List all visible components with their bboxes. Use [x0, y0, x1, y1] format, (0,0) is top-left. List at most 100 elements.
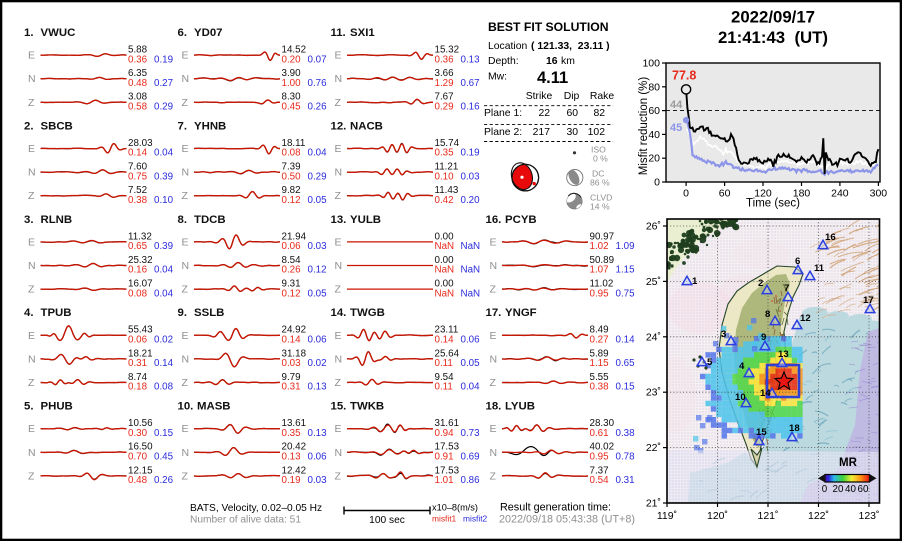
svg-text:Number of alive data: 51: Number of alive data: 51 [190, 515, 301, 526]
svg-text:0.15: 0.15 [616, 382, 636, 393]
svg-text:20: 20 [833, 484, 844, 495]
svg-text:9: 9 [761, 332, 766, 343]
svg-text:45: 45 [670, 122, 682, 134]
svg-text:SSLB: SSLB [194, 307, 224, 319]
svg-text:LYUB: LYUB [505, 401, 535, 413]
svg-text:21˚: 21˚ [646, 498, 661, 510]
svg-text:RLNB: RLNB [41, 214, 73, 226]
svg-text:0.19: 0.19 [461, 148, 480, 159]
svg-text:Z: Z [335, 97, 342, 109]
svg-text:N: N [490, 260, 498, 272]
svg-text:0.45: 0.45 [282, 102, 302, 113]
svg-text:119˚: 119˚ [657, 510, 677, 522]
svg-text:7.39: 7.39 [282, 162, 301, 173]
svg-text:NaN: NaN [435, 241, 455, 252]
svg-text:2: 2 [758, 278, 763, 289]
svg-text:6.: 6. [178, 27, 188, 39]
svg-text:17.53: 17.53 [435, 465, 460, 476]
svg-text:80: 80 [648, 81, 660, 93]
svg-text:5.55: 5.55 [590, 372, 610, 383]
svg-text:SBCB: SBCB [41, 120, 73, 132]
svg-text:0.03: 0.03 [282, 358, 302, 369]
svg-text:11.43: 11.43 [435, 185, 459, 196]
svg-text:3.90: 3.90 [282, 68, 302, 79]
svg-text:N: N [335, 73, 343, 85]
svg-text:14.: 14. [331, 307, 347, 319]
svg-text:0.39: 0.39 [154, 171, 173, 182]
svg-text:N: N [28, 353, 36, 365]
svg-text:N: N [28, 447, 36, 459]
svg-text:20.42: 20.42 [282, 442, 307, 453]
svg-text:Z: Z [182, 470, 189, 482]
svg-text:9.54: 9.54 [435, 372, 455, 383]
svg-text:0.20: 0.20 [282, 54, 302, 65]
svg-text:0.05: 0.05 [461, 358, 481, 369]
svg-text:0.10: 0.10 [154, 195, 174, 206]
svg-text:7.67: 7.67 [435, 92, 454, 103]
svg-text:82: 82 [593, 108, 605, 119]
svg-text:0.95: 0.95 [590, 452, 610, 463]
svg-text:0.36: 0.36 [435, 54, 455, 65]
svg-text:12: 12 [800, 313, 811, 324]
svg-text:0.08: 0.08 [154, 382, 174, 393]
svg-text:0.14: 0.14 [154, 358, 174, 369]
svg-text:0.91: 0.91 [435, 452, 454, 463]
svg-text:1.07: 1.07 [590, 265, 609, 276]
svg-text:5: 5 [707, 357, 713, 368]
svg-text:0.35: 0.35 [435, 148, 455, 159]
svg-text:Depth:: Depth: [488, 56, 519, 67]
svg-text:N: N [490, 447, 498, 459]
svg-text:0.73: 0.73 [461, 428, 481, 439]
svg-text:16.07: 16.07 [128, 279, 153, 290]
svg-text:1.15: 1.15 [616, 265, 636, 276]
svg-text:0.04: 0.04 [461, 382, 481, 393]
svg-text:14 %: 14 % [590, 202, 610, 212]
svg-text:N: N [335, 167, 343, 179]
svg-text:misfit2: misfit2 [463, 514, 488, 524]
svg-text:0.95: 0.95 [590, 288, 610, 299]
svg-text:123˚: 123˚ [858, 510, 879, 522]
svg-text:0.06: 0.06 [282, 241, 302, 252]
svg-text:10.56: 10.56 [128, 418, 153, 429]
svg-text:E: E [28, 330, 35, 342]
svg-text:NaN: NaN [435, 288, 455, 299]
svg-text:NACB: NACB [350, 120, 383, 132]
svg-text:13: 13 [778, 349, 789, 360]
svg-text:x10–8(m/s): x10–8(m/s) [432, 503, 478, 513]
svg-text:0.14: 0.14 [128, 148, 148, 159]
svg-text:1.: 1. [24, 27, 34, 39]
svg-text:0.65: 0.65 [128, 241, 148, 252]
svg-text:16.: 16. [486, 214, 502, 226]
svg-text:MASB: MASB [197, 401, 231, 413]
svg-text:0.06: 0.06 [128, 335, 148, 346]
svg-text:0.65: 0.65 [616, 358, 636, 369]
svg-text:N: N [182, 353, 190, 365]
svg-text:90.97: 90.97 [590, 231, 615, 242]
svg-text:26˚: 26˚ [646, 221, 661, 233]
svg-text:0.00: 0.00 [435, 279, 455, 290]
svg-text:0.19: 0.19 [154, 54, 173, 65]
svg-text:Mw:: Mw: [488, 72, 507, 83]
svg-text:Result generation time:: Result generation time: [500, 502, 611, 514]
svg-text:4.: 4. [24, 307, 34, 319]
svg-text:0.76: 0.76 [308, 78, 328, 89]
svg-text:0.75: 0.75 [128, 171, 148, 182]
svg-text:11.32: 11.32 [128, 231, 152, 242]
svg-text:0.45: 0.45 [154, 452, 174, 463]
svg-text:60: 60 [566, 108, 578, 119]
svg-text:60: 60 [858, 484, 869, 495]
svg-text:E: E [490, 236, 497, 248]
svg-text:Z: Z [335, 470, 342, 482]
svg-text:15.32: 15.32 [435, 45, 460, 56]
svg-text:25˚: 25˚ [646, 276, 661, 288]
svg-text:Z: Z [28, 190, 35, 202]
svg-text:86 %: 86 % [590, 178, 610, 188]
svg-text:17.53: 17.53 [435, 442, 460, 453]
svg-text:300: 300 [870, 188, 888, 200]
svg-text:Misfit reduction (%): Misfit reduction (%) [638, 77, 650, 176]
svg-text:Time (sec): Time (sec) [746, 198, 800, 210]
svg-text:0.39: 0.39 [154, 241, 173, 252]
svg-text:24.92: 24.92 [282, 325, 307, 336]
svg-text:25.32: 25.32 [128, 255, 153, 266]
svg-text:Z: Z [490, 284, 497, 296]
